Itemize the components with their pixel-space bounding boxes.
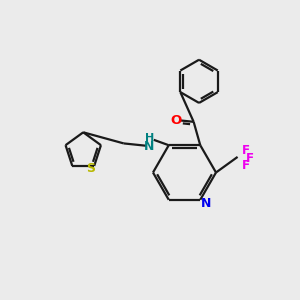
Text: N: N: [200, 197, 211, 210]
Text: O: O: [170, 114, 181, 127]
Text: F: F: [242, 144, 250, 157]
Text: N: N: [144, 140, 154, 153]
Text: H: H: [145, 133, 154, 143]
Text: F: F: [242, 159, 250, 172]
Text: S: S: [86, 162, 95, 175]
Text: F: F: [246, 152, 254, 165]
